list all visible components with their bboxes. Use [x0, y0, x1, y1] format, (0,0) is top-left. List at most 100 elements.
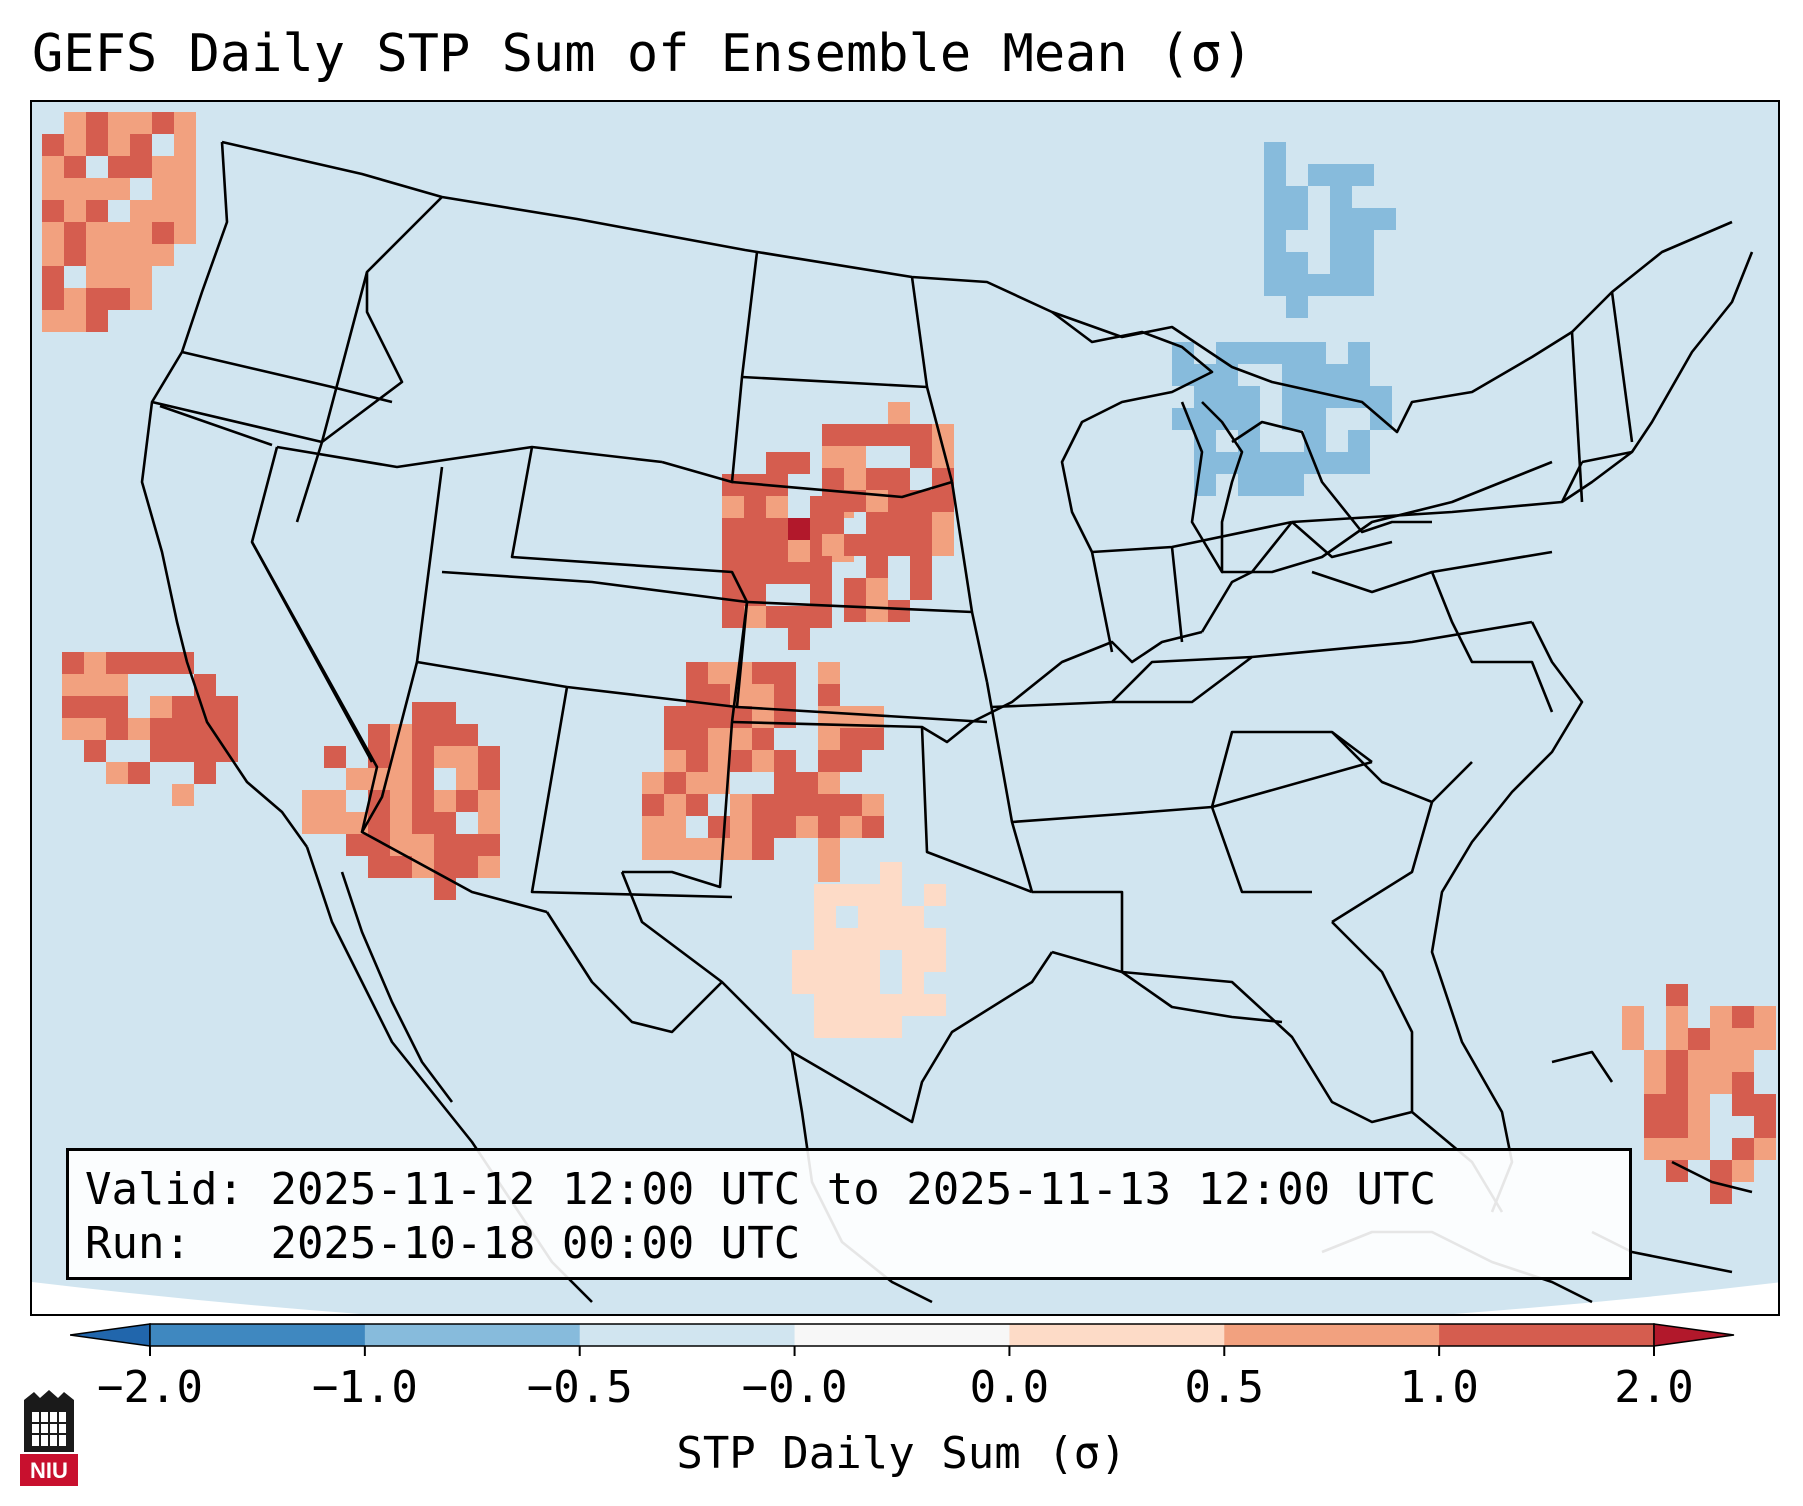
anomaly-cell [708, 838, 730, 860]
map-frame[interactable] [30, 100, 1780, 1316]
anomaly-cell [456, 746, 478, 768]
anomaly-cell [64, 134, 86, 156]
anomaly-cell [862, 728, 884, 750]
anomaly-cell [814, 972, 836, 994]
anomaly-cell [788, 628, 810, 650]
anomaly-cell [844, 468, 866, 490]
anomaly-cell [1308, 252, 1330, 274]
anomaly-cell [84, 740, 106, 762]
anomaly-cell [1282, 342, 1304, 364]
anomaly-cell [1370, 386, 1392, 408]
anomaly-cell [1622, 1028, 1644, 1050]
anomaly-cell [1260, 386, 1282, 408]
anomaly-cell [152, 178, 174, 200]
anomaly-cell [932, 490, 954, 512]
anomaly-cell [664, 772, 686, 794]
anomaly-cell [1710, 1006, 1732, 1028]
anomaly-cell [128, 762, 150, 784]
anomaly-cell [130, 266, 152, 288]
anomaly-cell [324, 812, 346, 834]
anomaly-cell [1330, 186, 1352, 208]
anomaly-cell [84, 674, 106, 696]
anomaly-cell [752, 750, 774, 772]
anomaly-cell [902, 928, 924, 950]
anomaly-cell [924, 928, 946, 950]
anomaly-cell [1644, 1138, 1666, 1160]
anomaly-cell [86, 178, 108, 200]
anomaly-cell [810, 562, 832, 584]
anomaly-cell [686, 838, 708, 860]
map-projection-area [32, 102, 1778, 1314]
anomaly-cell [1710, 1182, 1732, 1204]
anomaly-cell [722, 606, 744, 628]
anomaly-cell [1732, 1006, 1754, 1028]
anomaly-cell [766, 496, 788, 518]
colorbar-tick-label: 1.0 [1399, 1362, 1479, 1413]
anomaly-cell [456, 834, 478, 856]
anomaly-cell [152, 244, 174, 266]
anomaly-cell [910, 490, 932, 512]
anomaly-cell [86, 134, 108, 156]
anomaly-cell [1172, 342, 1194, 364]
anomaly-cell [106, 762, 128, 784]
anomaly-cell [62, 696, 84, 718]
anomaly-cell [1172, 408, 1194, 430]
anomaly-region-eastern-canada [1242, 142, 1396, 318]
anomaly-cell [1688, 1094, 1710, 1116]
anomaly-cell [1216, 386, 1238, 408]
anomaly-cell [822, 468, 844, 490]
colorbar-segment [579, 1324, 796, 1346]
anomaly-cell [788, 562, 810, 584]
anomaly-cell [42, 134, 64, 156]
anomaly-cell [194, 718, 216, 740]
anomaly-cell [194, 674, 216, 696]
anomaly-cell [744, 584, 766, 606]
anomaly-cell [1194, 452, 1216, 474]
anomaly-cell [910, 556, 932, 578]
anomaly-cell [818, 662, 840, 684]
anomaly-cell [1330, 208, 1352, 230]
anomaly-cell [174, 134, 196, 156]
anomaly-cell [1308, 186, 1330, 208]
anomaly-cell [932, 446, 954, 468]
anomaly-cell [64, 288, 86, 310]
anomaly-cell [1330, 164, 1352, 186]
anomaly-region-baja-pacific-offshore [62, 652, 238, 806]
anomaly-cell [796, 772, 818, 794]
anomaly-cell [106, 718, 128, 740]
anomaly-cell [836, 972, 858, 994]
anomaly-cell [862, 706, 884, 728]
anomaly-cell [64, 178, 86, 200]
anomaly-cell [434, 812, 456, 834]
anomaly-cell [42, 156, 64, 178]
anomaly-cell [434, 724, 456, 746]
anomaly-cell [722, 518, 744, 540]
anomaly-cell [412, 812, 434, 834]
anomaly-cell [902, 950, 924, 972]
anomaly-cell [194, 762, 216, 784]
anomaly-cell [1330, 274, 1352, 296]
valid-label: Valid: [85, 1164, 244, 1215]
anomaly-cell [390, 768, 412, 790]
anomaly-cell [730, 728, 752, 750]
anomaly-cell [822, 512, 844, 534]
anomaly-cell [910, 424, 932, 446]
anomaly-cell [1282, 408, 1304, 430]
anomaly-cell [708, 684, 730, 706]
anomaly-cell [910, 534, 932, 556]
anomaly-cell [866, 468, 888, 490]
anomaly-cell [42, 222, 64, 244]
anomaly-cell [216, 696, 238, 718]
anomaly-cell [774, 772, 796, 794]
anomaly-cell [1352, 208, 1374, 230]
valid-line: Valid: 2025-11-12 12:00 UTC to 2025-11-1… [85, 1163, 1613, 1217]
anomaly-cell [858, 884, 880, 906]
anomaly-cell [1754, 1116, 1776, 1138]
anomaly-cell [86, 288, 108, 310]
anomaly-cell [866, 556, 888, 578]
anomaly-cell [814, 906, 836, 928]
anomaly-cell [1264, 252, 1286, 274]
anomaly-cell [840, 750, 862, 772]
anomaly-cell [172, 718, 194, 740]
anomaly-cell [730, 794, 752, 816]
